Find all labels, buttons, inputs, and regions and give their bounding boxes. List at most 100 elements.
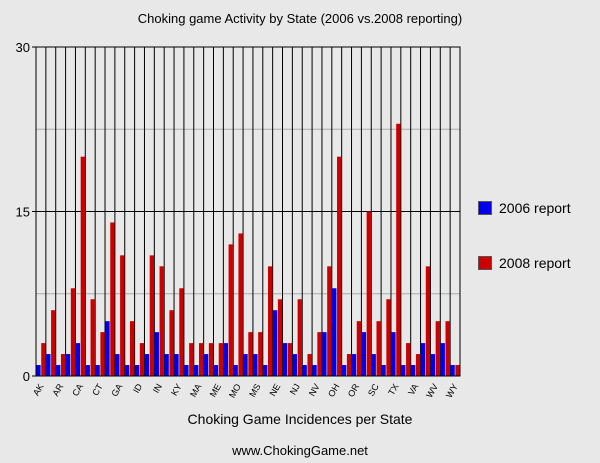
bar-CO-2008-report [90, 299, 95, 376]
x-tick-label: NE [267, 382, 282, 398]
bar-KS-2008-report [169, 310, 174, 376]
bar-DE-2008-report [110, 222, 115, 376]
bar-MT-2008-report [268, 266, 273, 376]
y-tick-label: 0 [23, 369, 30, 384]
bar-MS-2008-report [258, 332, 263, 376]
bar-CA-2006-report [75, 343, 81, 376]
bar-OR-2008-report [356, 321, 362, 376]
bar-MA-2006-report [194, 365, 199, 376]
bar-NH-2006-report [302, 365, 307, 376]
bar-OR-2006-report [351, 354, 357, 376]
x-tick-label: TX [386, 382, 400, 397]
bar-NM-2008-report [327, 266, 332, 376]
plot-area: 0 15 30 AK AR CA CT GA ID IN KY MA ME MO MS NE NJ NV OH OR S… [16, 40, 461, 400]
bar-AL-2008-report [51, 310, 56, 376]
bar-CO-2006-report [85, 365, 90, 376]
bar-NJ-2006-report [292, 354, 298, 376]
legend-swatch-2008 [478, 256, 492, 270]
bar-NY-2008-report [346, 354, 352, 376]
bar-NY-2006-report [342, 365, 347, 376]
bar-MD-2006-report [203, 354, 209, 376]
bar-HI-2008-report [129, 321, 135, 376]
bar-SC-2006-report [371, 354, 376, 376]
bar-NM-2006-report [322, 332, 327, 376]
bar-ID-2006-report [134, 365, 140, 376]
legend-label-2008: 2008 report [499, 255, 571, 271]
bar-VA-2006-report [411, 365, 416, 376]
x-axis-label: Choking Game Incidences per State [188, 411, 413, 427]
x-tick-label: GA [109, 382, 124, 398]
bar-NV-2006-report [312, 365, 317, 376]
bar-NC-2008-report [287, 343, 293, 376]
x-tick-label: SC [366, 382, 381, 398]
legend-item-2008: 2008 report [478, 255, 571, 271]
bar-UT-2006-report [420, 343, 426, 376]
bar-CT-2008-report [100, 332, 105, 376]
bar-AR-2006-report [56, 365, 61, 376]
bar-OH-2006-report [332, 288, 337, 376]
bar-WY-2008-report [455, 365, 460, 376]
bar-ME-2006-report [213, 365, 219, 376]
bar-NC-2006-report [282, 343, 288, 376]
legend-swatch-2006 [478, 201, 492, 215]
bar-MT-2006-report [263, 365, 268, 376]
bar-RI-2008-report [386, 299, 391, 376]
x-tick-label: ID [131, 382, 144, 395]
bar-VA-2008-report [415, 354, 421, 376]
bar-OH-2008-report [337, 156, 342, 376]
bar-WA-2008-report [445, 321, 450, 376]
x-tick-label: MA [188, 382, 203, 399]
x-tick-label: CA [70, 382, 85, 398]
bar-AL-2006-report [46, 354, 51, 376]
chart-title: Choking game Activity by State (2006 vs.… [138, 11, 462, 26]
bar-MI-2006-report [223, 343, 228, 376]
bar-CA-2008-report [80, 156, 85, 376]
x-tick-label: IN [151, 382, 164, 395]
bar-ID-2008-report [139, 343, 145, 376]
bar-DE-2006-report [105, 321, 110, 376]
bar-TN-2008-report [406, 343, 411, 376]
bar-TX-2008-report [396, 123, 401, 377]
bar-AR-2008-report [60, 354, 66, 376]
bar-GA-2006-report [115, 354, 120, 376]
bar-PA-2008-report [366, 211, 371, 376]
x-tick-label: MO [227, 382, 243, 400]
legend-item-2006: 2006 report [478, 200, 571, 216]
chart-footer: www.ChokingGame.net [231, 443, 368, 458]
bar-AZ-2006-report [65, 354, 71, 376]
bar-NE-2006-report [272, 310, 278, 376]
legend-label-2006: 2006 report [499, 200, 571, 216]
bar-ME-2008-report [218, 343, 224, 376]
bar-CT-2006-report [95, 365, 100, 376]
bar-PA-2006-report [361, 332, 367, 376]
bar-AK-2006-report [36, 365, 41, 376]
bar-LA-2006-report [184, 365, 189, 376]
bar-MO-2006-report [233, 365, 238, 376]
bar-NH-2008-report [307, 354, 312, 376]
bar-WV-2008-report [435, 321, 440, 376]
bar-UT-2008-report [425, 266, 431, 376]
bar-KS-2006-report [164, 354, 169, 376]
bar-WY-2006-report [450, 365, 455, 376]
x-tick-label: OR [346, 382, 362, 399]
bar-TN-2006-report [401, 365, 406, 376]
bar-MN-2008-report [248, 332, 253, 376]
bar-KY-2008-report [179, 288, 184, 376]
bar-IN-2006-report [154, 332, 159, 376]
bar-AK-2008-report [41, 343, 46, 376]
bar-KY-2006-report [174, 354, 179, 376]
bar-NV-2008-report [317, 332, 322, 376]
bar-MA-2008-report [198, 343, 204, 376]
x-tick-label: NV [307, 382, 322, 398]
x-tick-label: WV [424, 382, 440, 400]
x-tick-label: OH [326, 382, 341, 399]
bar-MO-2008-report [238, 233, 243, 376]
bar-MD-2008-report [208, 343, 214, 376]
bar-RI-2006-report [381, 365, 386, 376]
bar-MS-2006-report [253, 354, 258, 376]
x-tick-label: MS [247, 382, 262, 399]
x-tick-label: ME [208, 382, 223, 399]
plot-border [35, 46, 461, 377]
x-tick-label: AK [31, 382, 46, 397]
